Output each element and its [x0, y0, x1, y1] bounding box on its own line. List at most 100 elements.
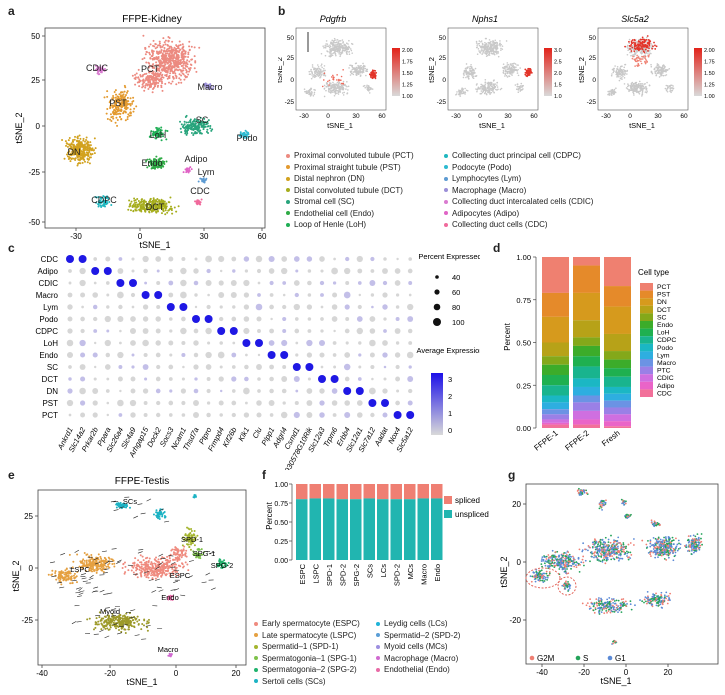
- panel-d-legend-label: Endo: [657, 322, 673, 329]
- panel-b-point-low: [367, 90, 370, 92]
- panel-b-point-low: [517, 91, 520, 94]
- panel-c-dot: [395, 364, 400, 370]
- panel-b-point-high: [629, 48, 631, 50]
- panel-c-dot: [269, 388, 274, 394]
- panel-c-dot: [269, 304, 274, 310]
- panel-b-point-low: [347, 89, 349, 91]
- panel-a-point-pct: [186, 59, 189, 62]
- panel-c-row-label: PCT: [42, 411, 58, 420]
- panel-b-point-low: [614, 65, 616, 67]
- panel-b-point-low: [493, 84, 495, 86]
- panel-c-dot: [181, 352, 186, 358]
- panel-c-row-label: Adipo: [38, 267, 59, 276]
- panel-a-point-dn: [83, 160, 86, 163]
- panel-b-point-high: [524, 68, 527, 71]
- panel-b-point-low: [483, 88, 485, 91]
- panel-a-point-dn: [66, 155, 69, 158]
- panel-a-point-pct: [188, 68, 191, 71]
- panel-a-point-pct: [164, 39, 167, 42]
- panel-d-bar-macro: [573, 395, 600, 403]
- panel-a-point-pct: [173, 69, 176, 72]
- panel-c-dot: [66, 399, 74, 407]
- panel-b-point-low: [645, 36, 648, 39]
- panel-b-point-low: [470, 69, 472, 72]
- panel-a-point-pst: [116, 105, 119, 108]
- panel-b-point-mid: [631, 57, 634, 60]
- panel-a-point-podo: [242, 134, 245, 137]
- panel-b-point-low: [630, 82, 633, 85]
- panel-b-point-low: [613, 70, 615, 73]
- panel-d-label: d: [493, 241, 501, 255]
- panel-b-point-low: [514, 63, 517, 65]
- panel-b-point-low: [618, 79, 621, 82]
- panel-b-point-low: [350, 49, 353, 52]
- panel-b-point-low: [469, 71, 471, 73]
- panel-b-point-low: [320, 52, 323, 55]
- panel-a-point-dn: [67, 143, 70, 146]
- panel-c-dot: [306, 412, 313, 418]
- panel-a-point-dct: [137, 200, 140, 203]
- panel-a-point-pct: [156, 46, 159, 49]
- panel-c-dot: [257, 377, 261, 381]
- panel-b-point-low: [500, 43, 502, 46]
- panel-b-point-low: [622, 75, 624, 77]
- panel-a-point-dct: [148, 211, 151, 214]
- panel-b-point-low: [514, 84, 517, 86]
- panel-c-dot: [231, 389, 236, 393]
- panel-a-point-pst: [129, 97, 132, 100]
- panel-c-dot: [243, 292, 250, 298]
- panel-c-dot: [382, 412, 388, 418]
- panel-d-bar-dn: [542, 316, 569, 343]
- panel-b-point-low: [629, 85, 632, 88]
- panel-b-point-low: [326, 50, 329, 53]
- panel-a-point-sc: [193, 132, 196, 135]
- panel-c-dot: [256, 412, 262, 418]
- panel-c-dot: [344, 352, 351, 358]
- panel-b-point-low: [332, 81, 334, 84]
- panel-a-point-pct: [173, 46, 176, 49]
- panel-c-dot: [66, 255, 74, 263]
- panel-c-dot: [193, 268, 199, 274]
- panel-b-point-low: [489, 81, 492, 84]
- panel-a-point-dct: [135, 209, 138, 212]
- panel-a-point-sc: [184, 132, 187, 135]
- panel-a-point-pct: [167, 68, 170, 71]
- panel-b-point-low: [314, 71, 316, 74]
- panel-a-point-dct: [141, 208, 144, 211]
- panel-b-ytick-label: 0: [592, 77, 596, 84]
- panel-c-dot: [80, 316, 85, 322]
- panel-b-point-low: [607, 90, 609, 93]
- panel-c-dot: [230, 280, 237, 286]
- panel-b-point-low: [670, 89, 672, 92]
- panel-b-point-low: [458, 92, 461, 95]
- panel-b-point-low: [462, 91, 465, 93]
- panel-c-dot: [332, 413, 337, 417]
- legend-dot: [444, 211, 448, 216]
- panel-b-point-low: [484, 78, 487, 81]
- panel-b-point-low: [616, 65, 619, 68]
- panel-c-dot: [79, 387, 86, 395]
- panel-b-point-low: [343, 49, 346, 52]
- panel-a-point-pct: [134, 83, 137, 86]
- panel-a-point-pct: [172, 72, 175, 75]
- panel-c-avg-tick: 3: [448, 375, 452, 384]
- panel-b-point-low: [491, 47, 494, 50]
- panel-a-point-loh: [158, 127, 161, 130]
- panel-c-dot: [255, 303, 263, 311]
- panel-b-point-high: [373, 72, 375, 74]
- panel-c-dot: [118, 304, 123, 310]
- panel-a-point-dct: [148, 203, 151, 206]
- panel-b-point-low: [315, 68, 318, 71]
- panel-d-legend-label: SC: [657, 314, 667, 321]
- panel-c-dot: [370, 269, 375, 273]
- panel-b-point-low: [619, 77, 622, 80]
- panel-b-point-low: [328, 51, 331, 53]
- panel-c-dot: [231, 412, 236, 418]
- panel-a-point-pct: [166, 52, 169, 55]
- panel-d-bar-adipo: [604, 421, 631, 427]
- panel-a-cluster-label-adipo: Adipo: [184, 154, 207, 164]
- panel-b-point-low: [316, 71, 318, 74]
- panel-b-point-low: [318, 73, 321, 76]
- panel-b-point-low: [667, 86, 669, 89]
